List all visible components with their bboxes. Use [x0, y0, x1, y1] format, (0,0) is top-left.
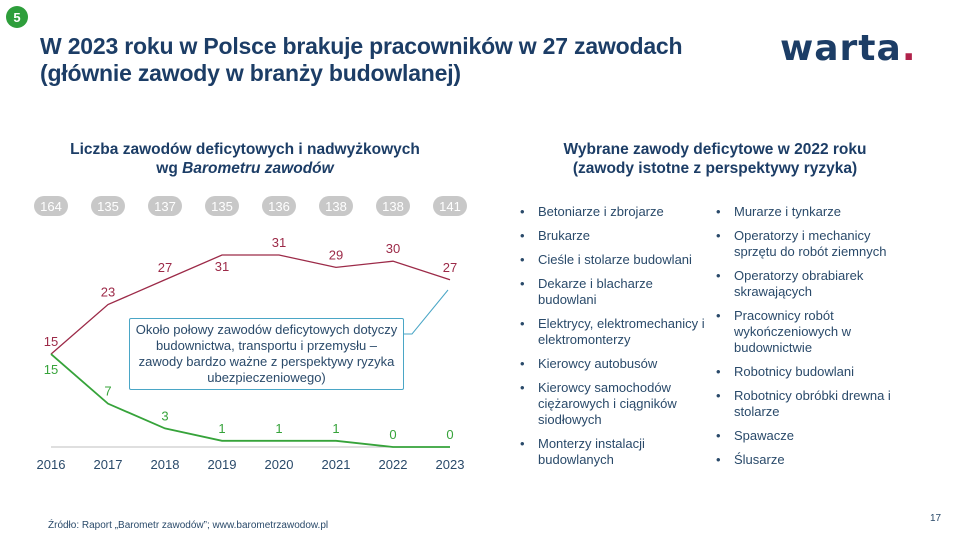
list-item: Operatorzy obrabiarek skrawających — [714, 268, 914, 300]
x-tick-label: 2023 — [436, 457, 465, 472]
data-label: 1 — [218, 421, 225, 436]
list-item: Kierowcy autobusów — [518, 356, 708, 372]
total-bubble-shape — [319, 196, 353, 216]
total-bubble-shape — [205, 196, 239, 216]
total-bubble-label: 141 — [439, 199, 461, 214]
data-label: 1 — [275, 421, 282, 436]
total-bubble: 138 — [319, 196, 353, 216]
chart-title-line-2: wg Barometru zawodów — [40, 159, 450, 178]
total-bubble-shape — [376, 196, 410, 216]
list-item: Ślusarze — [714, 452, 914, 468]
source-note: Źródło: Raport „Barometr zawodów”; www.b… — [48, 520, 329, 531]
data-label: 27 — [158, 260, 172, 275]
occupations-list-left: Betoniarze i zbrojarze Brukarze Cieśle i… — [518, 204, 708, 476]
list-item: Robotnicy obróbki drewna i stolarze — [714, 388, 914, 420]
logo-text: warta — [780, 28, 902, 69]
list-item: Spawacze — [714, 428, 914, 444]
data-label: 15 — [44, 362, 58, 377]
list-item: Robotnicy budowlani — [714, 364, 914, 380]
x-tick-label: 2016 — [37, 457, 66, 472]
logo-dot: . — [901, 28, 917, 69]
list-title: Wybrane zawody deficytowe w 2022 roku (z… — [510, 140, 920, 178]
x-tick-label: 2021 — [322, 457, 351, 472]
list-item: Cieśle i stolarze budowlani — [518, 252, 708, 268]
data-label: 7 — [104, 384, 111, 399]
total-bubble: 135 — [91, 196, 125, 216]
page-title: W 2023 roku w Polsce brakuje pracowników… — [40, 33, 760, 87]
list-title-line-2: (zawody istotne z perspektywy ryzyka) — [572, 160, 858, 177]
total-bubble-label: 164 — [40, 199, 62, 214]
data-label: 0 — [446, 427, 453, 442]
chart-title: Liczba zawodów deficytowych i nadwyżkowy… — [40, 140, 450, 178]
total-bubble-shape — [262, 196, 296, 216]
data-label: 31 — [215, 259, 229, 274]
x-tick-label: 2017 — [94, 457, 123, 472]
list-item: Betoniarze i zbrojarze — [518, 204, 708, 220]
list-item: Dekarze i blacharze budowlani — [518, 276, 708, 308]
total-bubble-label: 135 — [211, 199, 233, 214]
total-bubble-shape — [433, 196, 467, 216]
total-bubble-label: 135 — [97, 199, 119, 214]
series-lines — [50, 254, 451, 448]
total-bubble: 136 — [262, 196, 296, 216]
data-label: 0 — [389, 427, 396, 442]
slide-number-badge: 5 — [6, 6, 28, 28]
x-tick-labels: 2016 2017 2018 2019 2020 2021 2022 2023 — [37, 457, 465, 472]
total-bubble: 137 — [148, 196, 182, 216]
data-label: 23 — [101, 285, 115, 300]
series-line-shortage — [50, 254, 451, 355]
list-item: Operatorzy i mechanicy sprzętu do robót … — [714, 228, 914, 260]
totals-bubbles: 164 135 137 135 136 138 138 141 — [34, 196, 467, 216]
list-item: Kierowcy samochodów ciężarowych i ciągni… — [518, 380, 708, 428]
list-item: Murarze i tynkarze — [714, 204, 914, 220]
total-bubble-shape — [148, 196, 182, 216]
page-number: 17 — [930, 513, 942, 524]
total-bubble-label: 136 — [268, 199, 290, 214]
total-bubble: 138 — [376, 196, 410, 216]
warta-logo: warta. — [780, 28, 917, 69]
series-line-surplus — [50, 353, 450, 448]
chart-title-prefix: wg — [156, 160, 183, 177]
list-item: Pracownicy robót wykończeniowych w budow… — [714, 308, 914, 356]
data-label: 3 — [161, 408, 168, 423]
chart-title-italic: Barometru zawodów — [182, 160, 334, 177]
data-label: 31 — [272, 235, 286, 250]
total-bubble-label: 138 — [382, 199, 404, 214]
total-bubble-label: 137 — [154, 199, 176, 214]
chart-title-line-1: Liczba zawodów deficytowych i nadwyżkowy… — [70, 141, 420, 158]
x-tick-label: 2020 — [265, 457, 294, 472]
title-line-2: (głównie zawody w branży budowlanej) — [40, 60, 461, 86]
x-tick-label: 2022 — [379, 457, 408, 472]
data-label: 29 — [329, 247, 343, 262]
total-bubble: 135 — [205, 196, 239, 216]
total-bubble-label: 138 — [325, 199, 347, 214]
callout-box: Około połowy zawodów deficytowych dotycz… — [129, 318, 404, 390]
data-label: 30 — [386, 241, 400, 256]
data-label: 27 — [443, 260, 457, 275]
list-title-line-1: Wybrane zawody deficytowe w 2022 roku — [563, 141, 867, 158]
list-item: Brukarze — [518, 228, 708, 244]
data-label: 15 — [44, 334, 58, 349]
x-tick-label: 2019 — [208, 457, 237, 472]
data-label: 1 — [332, 421, 339, 436]
total-bubble: 141 — [433, 196, 467, 216]
occupations-list-right: Murarze i tynkarze Operatorzy i mechanic… — [714, 204, 914, 476]
total-bubble-shape — [91, 196, 125, 216]
total-bubble-shape — [34, 196, 68, 216]
total-bubble: 164 — [34, 196, 68, 216]
list-item: Monterzy instalacji budowlanych — [518, 436, 708, 468]
x-tick-label: 2018 — [151, 457, 180, 472]
title-line-1: W 2023 roku w Polsce brakuje pracowników… — [40, 33, 683, 59]
list-item: Elektrycy, elektromechanicy i elektromon… — [518, 316, 708, 348]
